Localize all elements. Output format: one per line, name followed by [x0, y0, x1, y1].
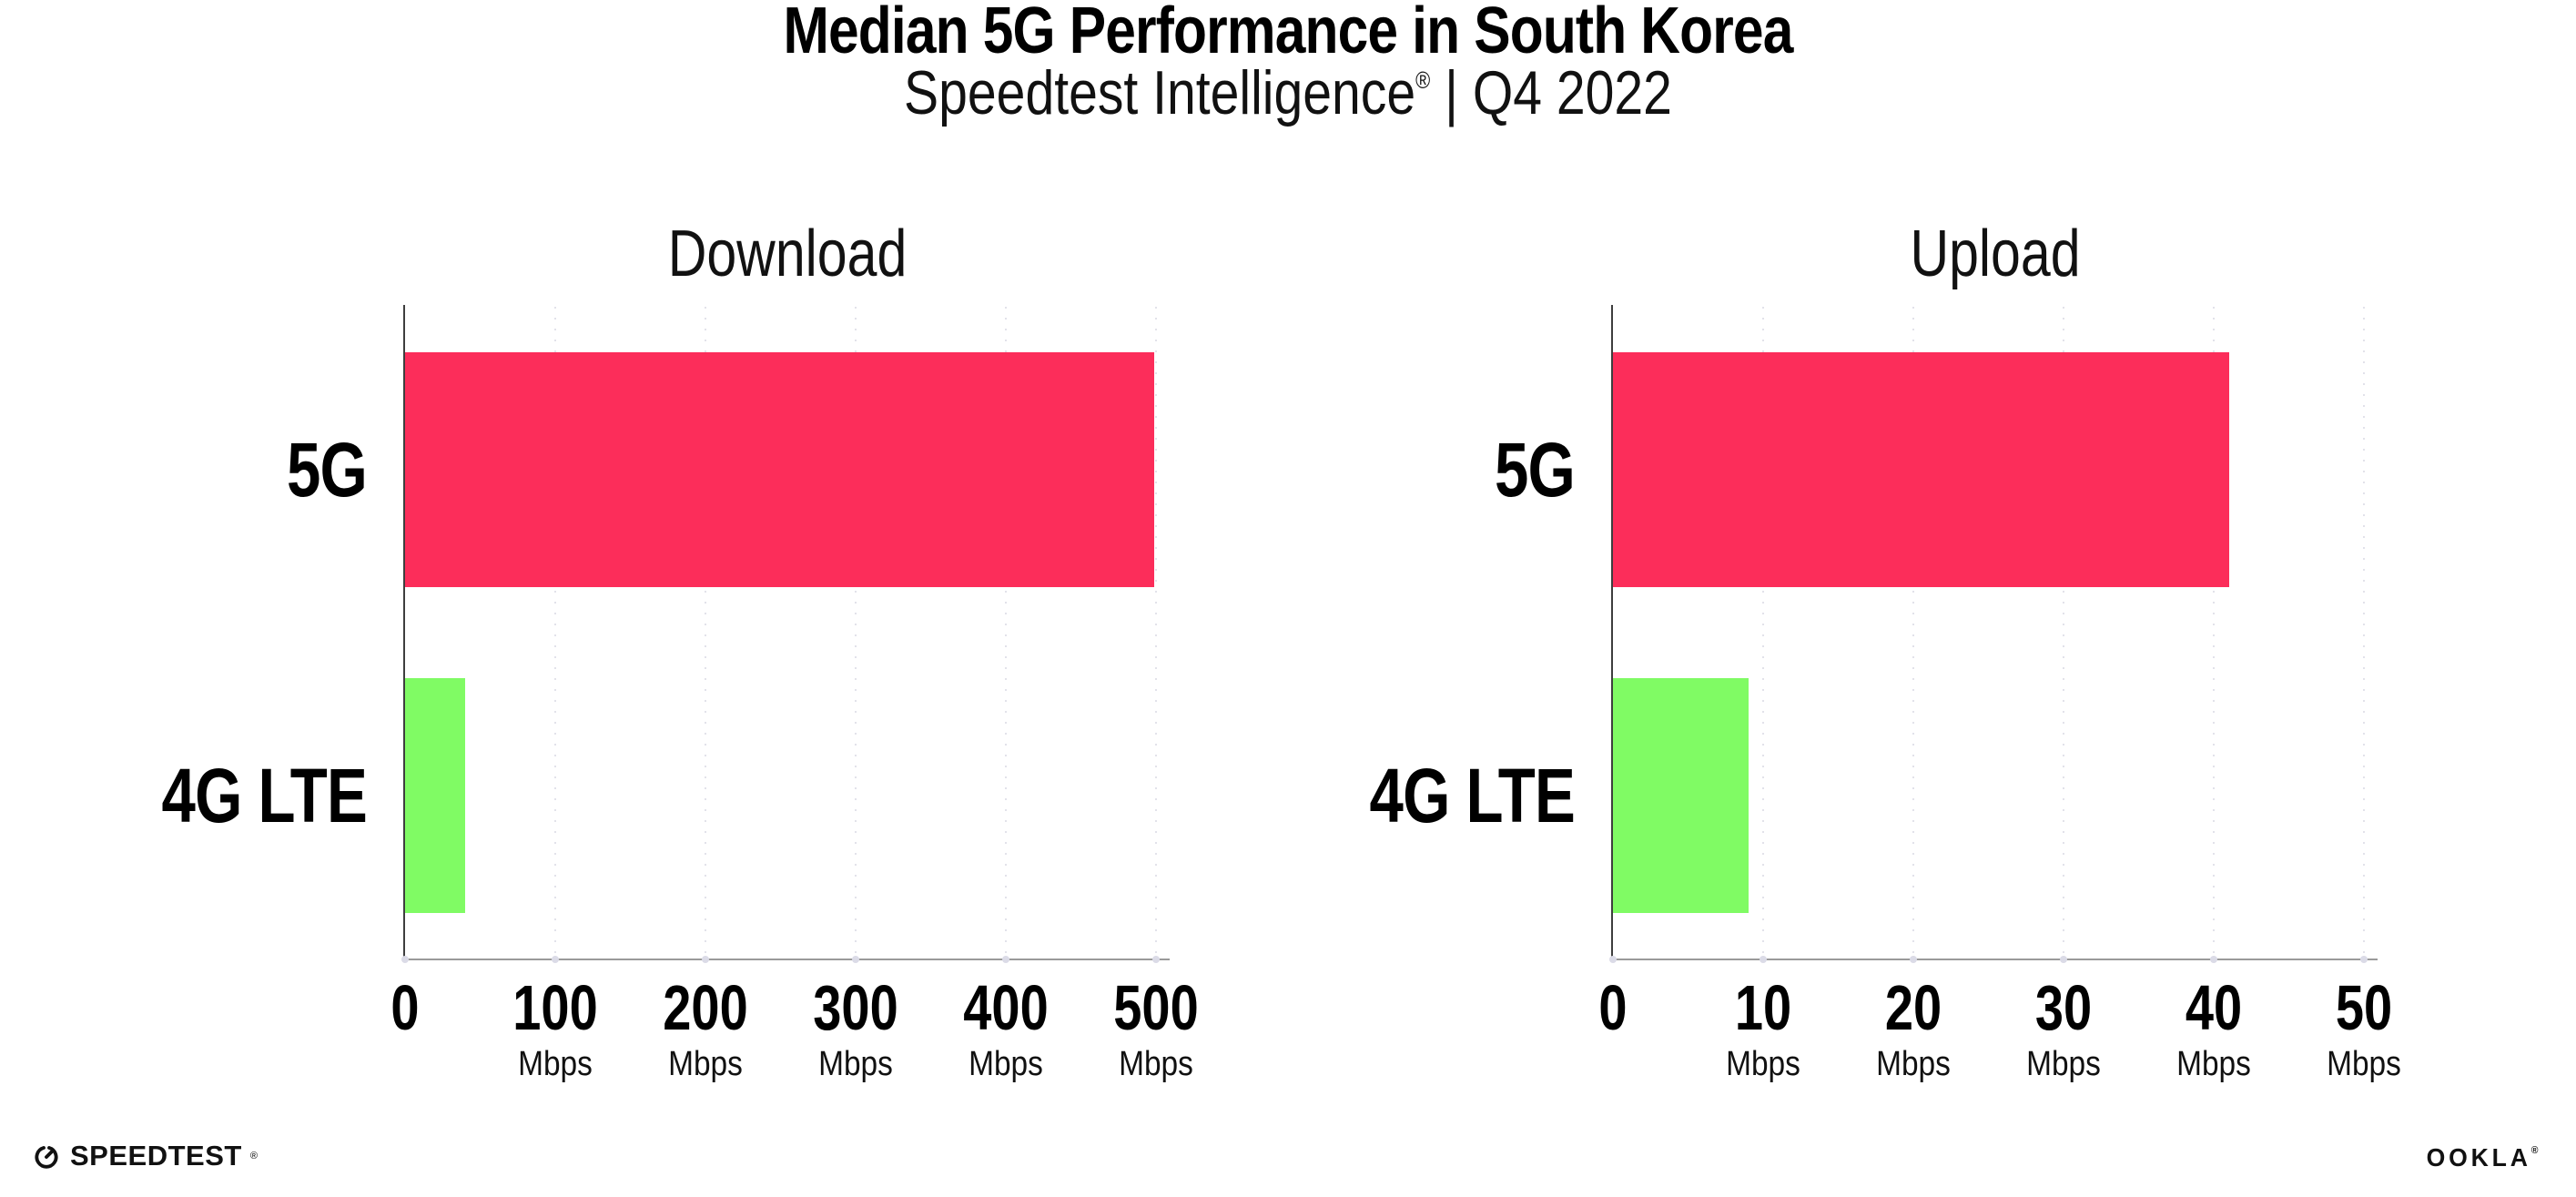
- category-label-5g: 5G: [1494, 427, 1576, 512]
- tick-label-40: 40: [2185, 972, 2243, 1043]
- ookla-logo: OOKLA®: [2426, 1143, 2541, 1172]
- download-y-axis: [403, 305, 405, 960]
- tick-label-0: 0: [390, 972, 420, 1043]
- tick-unit-label: Mbps: [668, 1045, 743, 1083]
- tick-unit-label: Mbps: [1119, 1045, 1193, 1083]
- axis-tick-dot-200: [702, 956, 709, 963]
- download-plot-area: 0 100 Mbps 200 Mbps 300 Mbps 400 Mbps 500 Mbps 5G 4G…: [162, 305, 1199, 1081]
- speedtest-logo: SPEEDTEST ®: [31, 1140, 258, 1172]
- tick-unit-label: Mbps: [518, 1045, 593, 1083]
- gridline-20-mbps: [1912, 307, 1914, 959]
- tick-label-400: 400: [963, 972, 1049, 1043]
- subtitle-prefix: Speedtest Intelligence: [904, 58, 1416, 127]
- gridline-100-mbps: [554, 307, 556, 959]
- axis-tick-dot-100: [552, 956, 559, 963]
- bar-4g-lte: [405, 678, 465, 913]
- bar-5g: [1613, 352, 2229, 587]
- category-label-4g-lte: 4G LTE: [161, 753, 368, 838]
- axis-tick-dot-10: [1760, 956, 1767, 963]
- subtitle-suffix: | Q4 2022: [1430, 58, 1672, 127]
- ookla-registered-mark: ®: [2530, 1145, 2541, 1156]
- tick-label-200: 200: [663, 972, 748, 1043]
- tick-unit-label: Mbps: [2327, 1045, 2401, 1083]
- axis-tick-dot-40: [2210, 956, 2217, 963]
- axis-tick-dot-20: [1910, 956, 1917, 963]
- tick-unit-label: Mbps: [1726, 1045, 1800, 1083]
- gridline-30-mbps: [2063, 307, 2064, 959]
- gridline-400-mbps: [1005, 307, 1007, 959]
- axis-tick-dot-400: [1002, 956, 1009, 963]
- tick-label-10: 10: [1734, 972, 1792, 1043]
- tick-label-50: 50: [2335, 972, 2393, 1043]
- tick-unit-label: Mbps: [1876, 1045, 1951, 1083]
- upload-x-axis: [1611, 959, 2378, 960]
- download-x-axis: [403, 959, 1170, 960]
- category-label-4g-lte: 4G LTE: [1369, 753, 1576, 838]
- axis-tick-dot-500: [1152, 956, 1160, 963]
- tick-label-500: 500: [1113, 972, 1199, 1043]
- ookla-wordmark: OOKLA: [2426, 1143, 2531, 1172]
- gridline-500-mbps: [1155, 307, 1157, 959]
- download-chart: Download 0 100 Mbps 200 Mbps 300 Mbps 400 Mbps 50…: [162, 0, 1199, 1197]
- upload-chart-title: Upload: [1910, 218, 2081, 290]
- gridline-40-mbps: [2213, 307, 2215, 959]
- bar-4g-lte: [1613, 678, 1749, 913]
- category-label-5g: 5G: [286, 427, 368, 512]
- gridline-200-mbps: [705, 307, 706, 959]
- upload-chart: Upload 0 10 Mbps 20 Mbps 30 Mbps 40 Mbps 50 Mbps 5G…: [1370, 0, 2401, 1197]
- upload-plot-area: 0 10 Mbps 20 Mbps 30 Mbps 40 Mbps 50 Mbps 5G 4G LTE: [1370, 305, 2401, 1081]
- tick-label-100: 100: [512, 972, 598, 1043]
- tick-unit-label: Mbps: [2176, 1045, 2251, 1083]
- bar-5g: [405, 352, 1155, 587]
- gridline-300-mbps: [855, 307, 857, 959]
- tick-label-20: 20: [1884, 972, 1942, 1043]
- speedtest-wordmark: SPEEDTEST: [70, 1140, 242, 1172]
- tick-label-0: 0: [1598, 972, 1628, 1043]
- speedtest-gauge-icon: [35, 1146, 58, 1169]
- tick-unit-label: Mbps: [818, 1045, 893, 1083]
- tick-label-30: 30: [2034, 972, 2093, 1043]
- tick-unit-label: Mbps: [2026, 1045, 2101, 1083]
- registered-mark: ®: [1415, 66, 1431, 94]
- page-subtitle: Speedtest Intelligence® | Q4 2022: [206, 47, 2369, 126]
- axis-tick-dot-30: [2060, 956, 2067, 963]
- speedtest-registered-mark: ®: [249, 1151, 258, 1161]
- download-chart-title: Download: [667, 218, 908, 290]
- axis-tick-dot-50: [2360, 956, 2368, 963]
- axis-tick-dot-0: [401, 956, 409, 963]
- axis-tick-dot-300: [852, 956, 859, 963]
- gridline-10-mbps: [1762, 307, 1764, 959]
- tick-label-300: 300: [813, 972, 898, 1043]
- upload-y-axis: [1611, 305, 1613, 960]
- tick-unit-label: Mbps: [969, 1045, 1043, 1083]
- page-title: Median 5G Performance in South Korea: [783, 0, 1793, 67]
- axis-tick-dot-0: [1609, 956, 1617, 963]
- gridline-50-mbps: [2363, 307, 2365, 959]
